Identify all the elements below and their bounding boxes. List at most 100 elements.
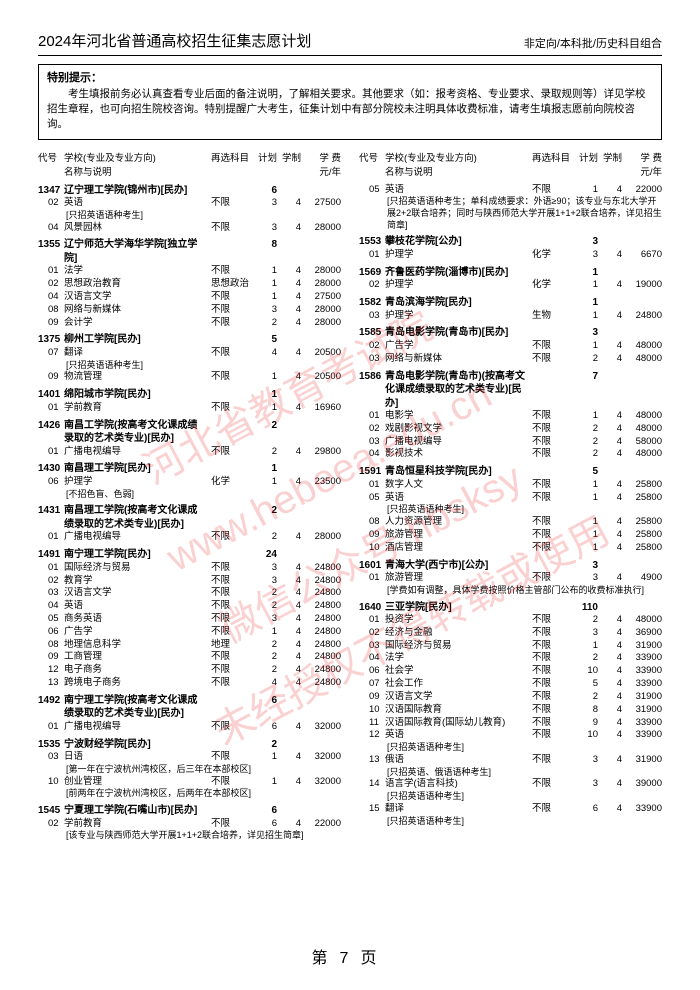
school-code: 1545 <box>38 804 64 818</box>
major-fee: 20500 <box>301 371 341 384</box>
major-zxkm: 不限 <box>211 677 253 690</box>
major-row: 11汉语国际教育(国际幼儿教育)不限9433900 <box>359 717 662 730</box>
major-years: 4 <box>598 516 622 529</box>
major-zxkm: 不限 <box>532 340 574 353</box>
major-zxkm: 不限 <box>211 664 253 677</box>
major-zxkm: 不限 <box>211 613 253 626</box>
major-plan: 2 <box>253 317 277 330</box>
school-row: 1582青岛滨海学院[民办]1 <box>359 296 662 310</box>
school-name: 南宁理工学院[民办] <box>64 548 211 562</box>
major-code: 05 <box>359 184 385 197</box>
major-years: 4 <box>277 587 301 600</box>
major-name: 英语 <box>385 729 532 742</box>
major-zxkm: 不限 <box>532 803 574 816</box>
major-zxkm: 不限 <box>211 600 253 613</box>
footer-page-num: 7 <box>340 950 361 967</box>
major-name: 翻译 <box>385 803 532 816</box>
major-zxkm: 不限 <box>211 818 253 831</box>
major-years: 4 <box>598 717 622 730</box>
major-row: 08网络与新媒体不限3428000 <box>38 304 341 317</box>
major-plan: 2 <box>574 614 598 627</box>
major-row: 03广播电视编导不限2458000 <box>359 436 662 449</box>
major-zxkm: 不限 <box>532 529 574 542</box>
major-code: 02 <box>38 575 64 588</box>
note-row: [第一年在宁波杭州湾校区，后三年在本部校区] <box>38 764 341 776</box>
school-code: 1586 <box>359 370 385 411</box>
major-zxkm: 不限 <box>532 754 574 767</box>
major-code: 09 <box>359 529 385 542</box>
major-row: 09会计学不限2428000 <box>38 317 341 330</box>
major-code: 04 <box>38 291 64 304</box>
major-code: 01 <box>38 446 64 459</box>
major-plan: 1 <box>574 516 598 529</box>
major-plan: 4 <box>253 677 277 690</box>
major-zxkm: 不限 <box>532 448 574 461</box>
major-code: 09 <box>38 317 64 330</box>
major-row: 01法学不限1428000 <box>38 265 341 278</box>
major-code: 07 <box>38 347 64 360</box>
school-name: 南昌工学院(按高考文化课成绩录取的艺术类专业)[民办] <box>64 419 211 446</box>
school-name: 南昌理工学院(按高考文化课成绩录取的艺术类专业)[民办] <box>64 504 211 531</box>
major-row: 03国际经济与贸易不限1431900 <box>359 640 662 653</box>
major-code: 01 <box>359 410 385 423</box>
major-name: 学前教育 <box>64 402 211 415</box>
major-zxkm: 不限 <box>532 423 574 436</box>
major-years: 4 <box>277 613 301 626</box>
major-zxkm: 不限 <box>532 704 574 717</box>
major-fee: 31900 <box>622 754 662 767</box>
major-plan: 1 <box>574 340 598 353</box>
school-name: 宁夏理工学院(石嘴山市)[民办] <box>64 804 211 818</box>
major-code: 06 <box>38 476 64 489</box>
major-name: 法学 <box>64 265 211 278</box>
column-header: 代号学校(专业及专业方向)名称与说明再选科目计划学制学 费元/年 <box>359 150 662 180</box>
major-fee: 22000 <box>622 184 662 197</box>
major-name: 商务英语 <box>64 613 211 626</box>
major-zxkm: 不限 <box>532 479 574 492</box>
notice-body: 考生填报前务必认真查看专业后面的备注说明，了解相关要求。其他要求（如：报考资格、… <box>47 87 653 133</box>
major-plan: 1 <box>574 479 598 492</box>
major-code: 01 <box>38 402 64 415</box>
major-row: 04影视技术不限2448000 <box>359 448 662 461</box>
school-plan: 6 <box>253 694 277 721</box>
major-name: 护理学 <box>64 476 211 489</box>
major-row: 04汉语言文学不限1427500 <box>38 291 341 304</box>
major-fee: 25800 <box>622 542 662 555</box>
school-code: 1491 <box>38 548 64 562</box>
major-fee: 20500 <box>301 347 341 360</box>
major-code: 14 <box>359 778 385 791</box>
major-zxkm: 不限 <box>211 347 253 360</box>
major-row: 02经济与金融不限3436900 <box>359 627 662 640</box>
major-name: 教育学 <box>64 575 211 588</box>
major-years: 4 <box>277 626 301 639</box>
major-name: 护理学 <box>385 310 532 323</box>
hdr-code: 代号 <box>38 150 64 178</box>
major-code: 04 <box>359 652 385 665</box>
hdr-fee: 学 费元/年 <box>301 150 341 178</box>
major-name: 旅游管理 <box>385 572 532 585</box>
major-plan: 2 <box>574 423 598 436</box>
major-name: 国际经济与贸易 <box>385 640 532 653</box>
school-plan: 2 <box>253 738 277 752</box>
major-plan: 1 <box>253 751 277 764</box>
major-years: 4 <box>277 776 301 789</box>
footer-right: 页 <box>360 950 388 967</box>
major-row: 05英语不限1422000 <box>359 184 662 197</box>
major-zxkm: 不限 <box>211 751 253 764</box>
school-row: 1585青岛电影学院(青岛市)[民办]3 <box>359 326 662 340</box>
major-code: 01 <box>359 479 385 492</box>
major-row: 05商务英语不限3424800 <box>38 613 341 626</box>
school-plan: 3 <box>574 235 598 249</box>
major-name: 翻译 <box>64 347 211 360</box>
major-code: 05 <box>38 613 64 626</box>
major-name: 地理信息科学 <box>64 639 211 652</box>
major-name: 汉语国际教育(国际幼儿教育) <box>385 717 532 730</box>
major-fee: 23500 <box>301 476 341 489</box>
major-name: 电子商务 <box>64 664 211 677</box>
note-row: [只招英语语种考生] <box>359 504 662 516</box>
school-code: 1492 <box>38 694 64 721</box>
major-row: 13跨境电子商务不限4424800 <box>38 677 341 690</box>
major-code: 10 <box>359 704 385 717</box>
major-name: 工商管理 <box>64 651 211 664</box>
major-code: 02 <box>359 279 385 292</box>
major-name: 广播电视编导 <box>64 446 211 459</box>
